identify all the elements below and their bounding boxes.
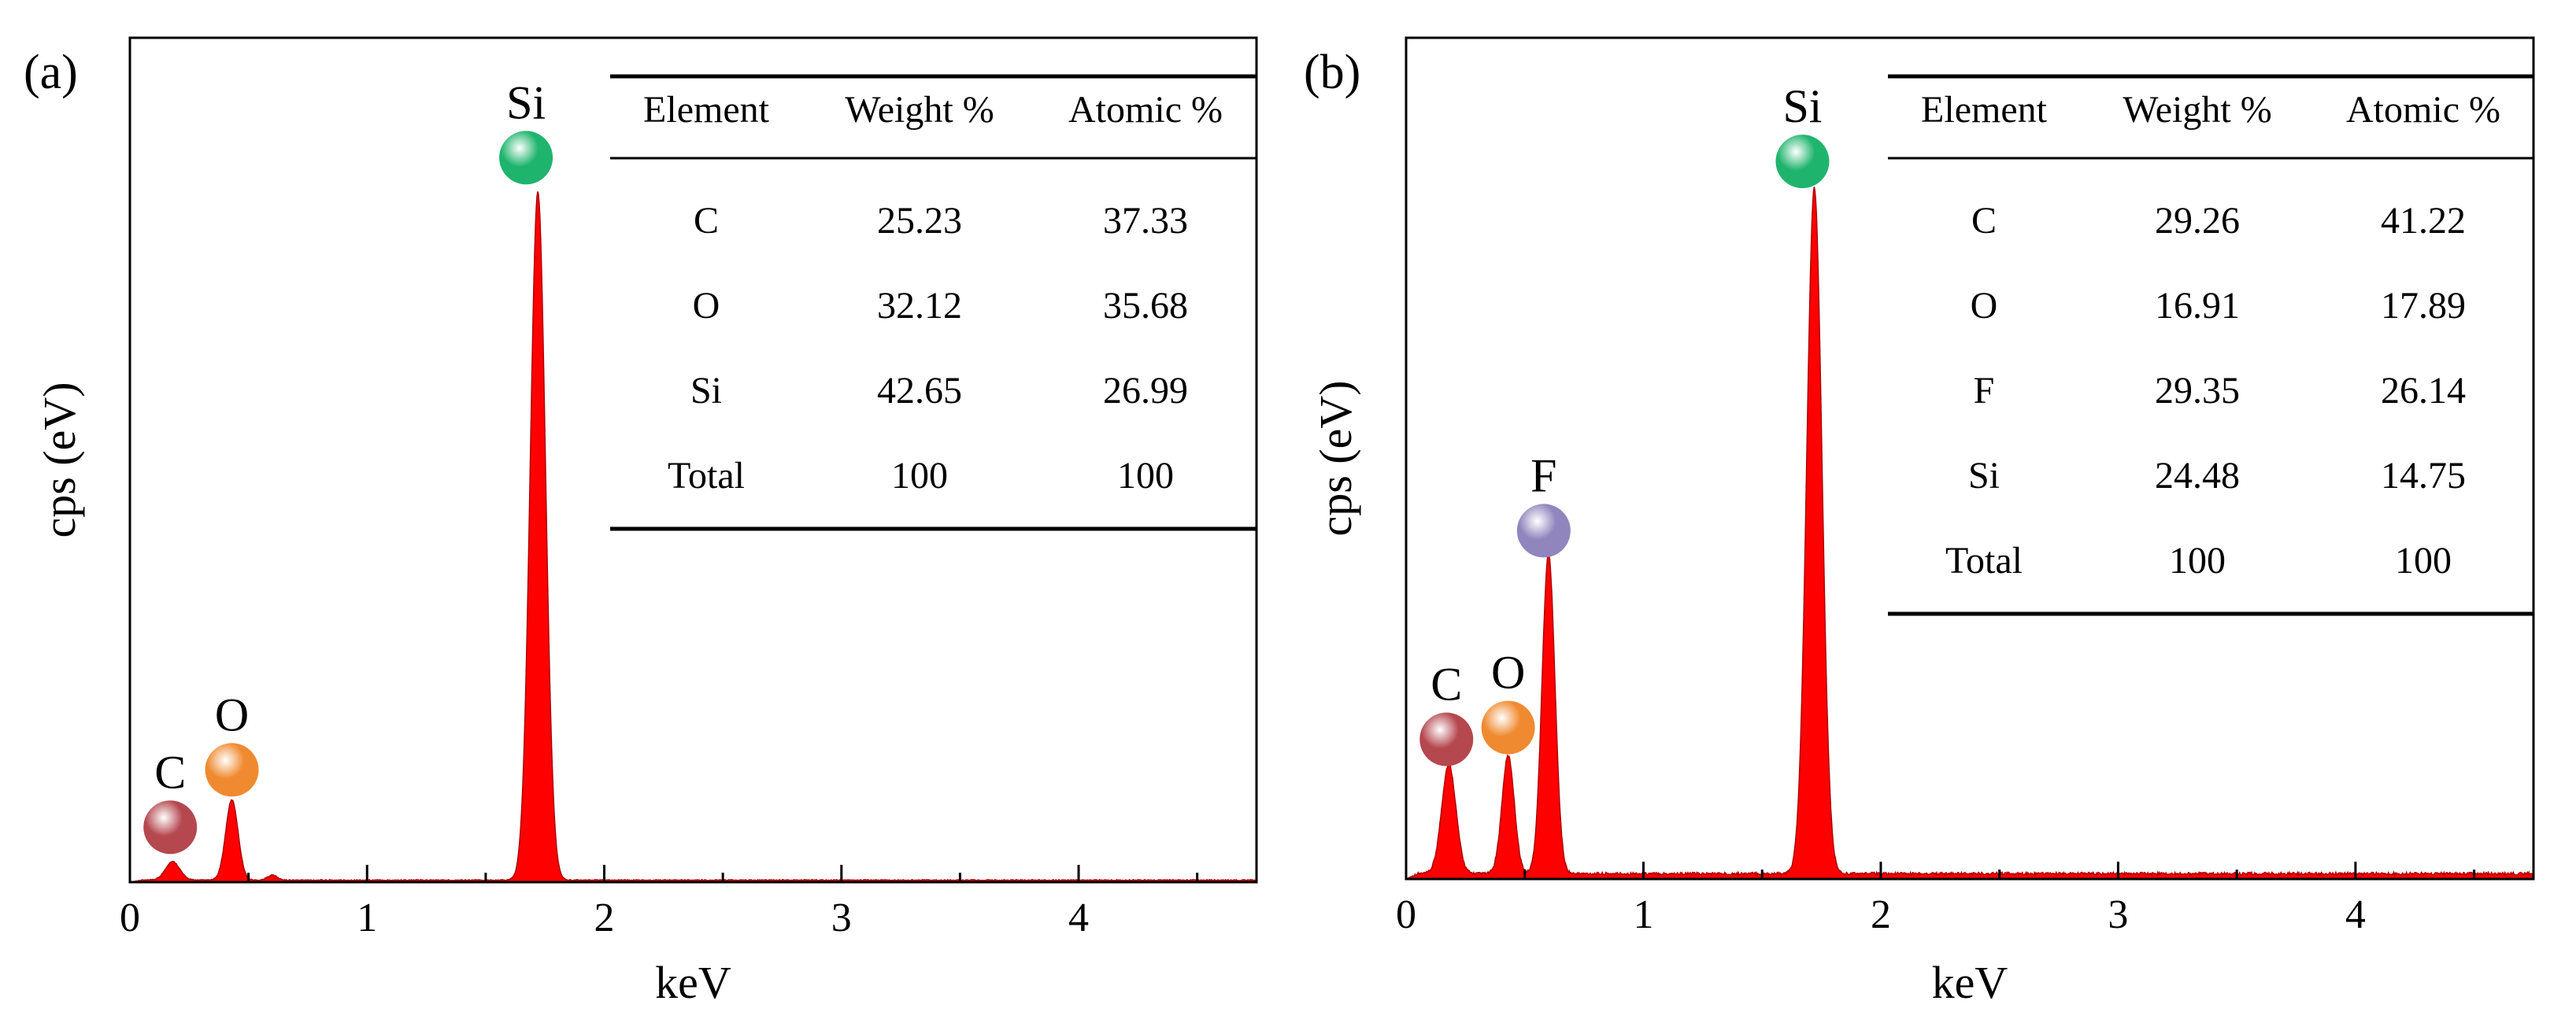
table-cell: Total: [668, 455, 745, 497]
table-cell: 16.91: [2155, 285, 2240, 327]
table-cell: 26.99: [1103, 370, 1188, 412]
element-sphere-o: [205, 743, 259, 797]
table-cell: 17.89: [2381, 285, 2466, 327]
table-cell: O: [693, 285, 720, 327]
element-sphere-c: [1419, 712, 1474, 766]
table-cell: 41.22: [2381, 200, 2466, 242]
x-axis-label: keV: [655, 957, 731, 1008]
table-cell: 35.68: [1103, 285, 1188, 327]
element-sphere-si: [499, 131, 553, 185]
table-cell: 37.33: [1103, 200, 1188, 242]
x-tick-label: 3: [2108, 892, 2128, 937]
x-tick-label: 1: [1633, 892, 1653, 937]
panel-label: (a): [24, 46, 78, 99]
x-tick-label: 4: [1068, 896, 1089, 940]
table-cell: 100: [1117, 455, 1174, 497]
spectrum-area: [1405, 187, 2534, 880]
x-tick-label: 3: [831, 896, 852, 940]
element-sphere-c: [143, 800, 198, 855]
panel-label: (b): [1304, 46, 1360, 99]
eds-panel-b: (b) 0 1 2 3 4 keV cps (eV) C O F Si Element Weight % A…: [1288, 0, 2576, 1023]
table-cell: Total: [1945, 540, 2023, 582]
element-sphere-o: [1481, 700, 1535, 755]
table-cell: 32.12: [877, 285, 962, 327]
table-header-cell: Element: [643, 89, 770, 131]
table-cell: 14.75: [2381, 455, 2466, 497]
table-header-cell: Element: [1921, 89, 2048, 131]
table-cell: Si: [1968, 455, 2000, 497]
table-cell: 100: [891, 455, 948, 497]
element-label-si: Si: [1782, 80, 1822, 132]
table-cell: O: [1971, 285, 1998, 327]
y-axis-label: cps (eV): [1310, 380, 1361, 536]
eds-panel-a: (a) 0 1 2 3 4 keV cps (eV) C O Si Element Weight % At…: [24, 36, 1258, 1008]
element-label-f: F: [1530, 449, 1556, 501]
element-label-o: O: [215, 689, 249, 740]
x-tick-label: 2: [594, 896, 615, 940]
table-cell: 100: [2395, 540, 2452, 582]
element-sphere-si: [1775, 135, 1830, 189]
table-cell: 100: [2169, 540, 2226, 582]
plot-frame: [1405, 36, 2535, 881]
plot-frame: [128, 36, 1258, 884]
table-header-cell: Weight %: [2123, 89, 2271, 131]
element-sphere-f: [1516, 504, 1571, 558]
table-header-cell: Weight %: [845, 89, 994, 131]
table-cell: 29.35: [2155, 370, 2240, 412]
y-axis-label: cps (eV): [34, 382, 85, 537]
x-tick-label: 2: [1871, 892, 1891, 937]
table-cell: 25.23: [877, 200, 962, 242]
element-label-c: C: [1430, 659, 1462, 711]
table-cell: C: [1971, 200, 1997, 242]
spectrum-area: [129, 191, 1257, 883]
x-tick-label: 1: [357, 896, 377, 940]
element-label-si: Si: [506, 76, 546, 128]
table-cell: F: [1974, 370, 1995, 412]
table-cell: 24.48: [2155, 455, 2240, 497]
element-label-o: O: [1491, 647, 1525, 699]
x-tick-label: 0: [120, 896, 140, 940]
x-axis-label: keV: [1932, 957, 2008, 1008]
table-cell: 42.65: [877, 370, 962, 412]
element-label-c: C: [154, 746, 186, 798]
table-cell: Si: [690, 370, 722, 412]
x-tick-label: 0: [1396, 892, 1416, 937]
table-header-cell: Atomic %: [1068, 89, 1223, 131]
table-cell: 29.26: [2155, 200, 2240, 242]
table-header-cell: Atomic %: [2346, 89, 2500, 131]
x-tick-label: 4: [2345, 892, 2366, 937]
table-cell: C: [694, 200, 719, 242]
table-cell: 26.14: [2381, 370, 2466, 412]
